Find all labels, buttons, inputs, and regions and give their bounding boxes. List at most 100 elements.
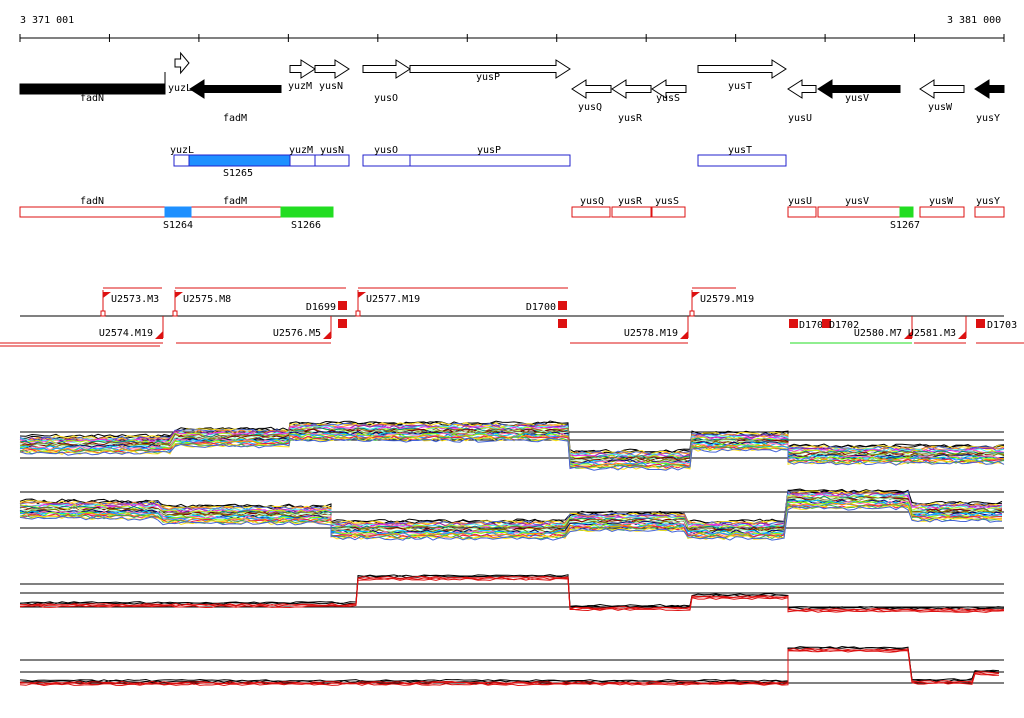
downshift-box <box>338 301 347 310</box>
blue-label: yuzM <box>289 145 313 156</box>
blue-label: yusO <box>374 145 398 156</box>
upshift-mark <box>172 310 178 317</box>
profile-line <box>19 436 1005 471</box>
red-label: S1264 <box>163 220 193 231</box>
gene-label-yusY: yusY <box>976 113 1000 124</box>
red-label: fadN <box>80 196 104 207</box>
gene-arrow-yusW <box>919 79 965 99</box>
gene-arrow-yusV <box>817 79 901 99</box>
upshift-label: U2573.M3 <box>111 294 159 305</box>
downshift-box <box>338 319 347 328</box>
gene-label-yusQ: yusQ <box>578 102 602 113</box>
gene-label-yusW: yusW <box>928 102 953 113</box>
profile-line <box>19 505 1003 541</box>
red-label: yusY <box>976 196 1000 207</box>
blue-label: S1265 <box>223 168 253 179</box>
blue-segment <box>314 154 350 167</box>
red-segment <box>611 206 652 218</box>
blue-segment-track: yuzL yuzM yusN yusO yusP yusT S1265 <box>170 145 787 179</box>
red-segment <box>787 206 817 218</box>
red-segment <box>19 206 166 218</box>
profile-line <box>19 648 1000 685</box>
coordinate-ruler <box>19 34 1005 42</box>
gene-label-yuzL: yuzL <box>168 83 192 94</box>
upshift-label: U2575.M8 <box>183 294 231 305</box>
start-coordinate: 3 371 001 <box>20 15 74 26</box>
gene-arrow-fadN <box>19 83 166 95</box>
colored-segment <box>164 206 192 218</box>
upshift-mark <box>689 310 695 317</box>
upshift-flag <box>103 292 111 298</box>
gene-label-yusO: yusO <box>374 93 398 104</box>
blue-label: yusT <box>728 145 752 156</box>
upshift-label: U2579.M19 <box>700 294 754 305</box>
gene-label-yusT: yusT <box>728 81 752 92</box>
gene-arrow-yusS <box>651 79 687 99</box>
upshift-label: U2580.M7 <box>854 328 902 339</box>
profile-line <box>19 646 1000 684</box>
gene-annotation-track: fadN yuzL fadM yuzM yusN yusO yusP yusQ yusR yusS… <box>19 51 1005 124</box>
gene-label-fadN: fadN <box>80 93 104 104</box>
red-label: yusW <box>929 196 954 207</box>
profile-line <box>19 505 1002 541</box>
gene-label-yusS: yusS <box>656 93 680 104</box>
profile-line <box>19 437 1005 471</box>
profile-line <box>19 649 1000 686</box>
red-segment <box>974 206 1005 218</box>
gene-arrow-yusP <box>409 59 571 79</box>
transcript-shift-track: U2573.M3 U2575.M8 U2577.M19 U2579.M19 U2574.… <box>0 287 1024 347</box>
red-segment <box>190 206 282 218</box>
gene-label-yusR: yusR <box>618 113 643 124</box>
downshift-box <box>558 301 567 310</box>
downshift-label: D1699 <box>306 302 336 313</box>
gene-label-yusU: yusU <box>788 113 812 124</box>
downshift-label: D1703 <box>987 320 1017 331</box>
gene-arrow-yusY <box>974 79 1005 99</box>
downshift-box <box>789 319 798 328</box>
blue-segment <box>697 154 787 167</box>
upshift-label: U2576.M5 <box>273 328 321 339</box>
upshift-flag <box>692 292 700 298</box>
upshift-flag <box>904 331 912 339</box>
blue-label: yusP <box>477 145 501 156</box>
red-label: yusS <box>655 196 679 207</box>
gene-arrow-fadM <box>189 79 282 99</box>
profile-line <box>19 433 1005 468</box>
upshift-label: U2574.M19 <box>99 328 153 339</box>
red-segment <box>651 206 686 218</box>
gene-arrow-yusR <box>611 79 652 99</box>
profile-line <box>19 492 1003 528</box>
gene-label-yusV: yusV <box>845 93 869 104</box>
blue-label: yuzL <box>170 145 194 156</box>
gene-arrow-yusU <box>787 79 817 99</box>
upshift-flag <box>958 331 966 339</box>
gene-arrow-yuzM <box>289 59 316 79</box>
red-label: yusQ <box>580 196 604 207</box>
downshift-box <box>976 319 985 328</box>
gene-arrow-yusT <box>697 59 787 79</box>
profile-line <box>19 503 1002 538</box>
gene-arrow-yusO <box>362 59 411 79</box>
red-label: fadM <box>223 196 247 207</box>
profile-line <box>19 649 1000 687</box>
red-label: S1267 <box>890 220 920 231</box>
end-coordinate: 3 381 000 <box>947 15 1001 26</box>
blue-segment <box>409 154 571 167</box>
gene-arrow-yusQ <box>571 79 612 99</box>
blue-label: yusN <box>320 145 344 156</box>
profile-line <box>19 493 1003 529</box>
upshift-flag <box>680 331 688 339</box>
red-label: yusR <box>618 196 643 207</box>
profile-line <box>19 427 1005 462</box>
colored-segment <box>899 206 914 218</box>
gene-arrow-yuzL <box>174 51 190 75</box>
upshift-label: U2578.M19 <box>624 328 678 339</box>
red-label: S1266 <box>291 220 321 231</box>
downshift-box <box>822 319 831 328</box>
expression-profile-panels <box>19 420 1005 687</box>
upshift-label: U2577.M19 <box>366 294 420 305</box>
upshift-flag <box>155 331 163 339</box>
blue-segment <box>188 154 291 167</box>
